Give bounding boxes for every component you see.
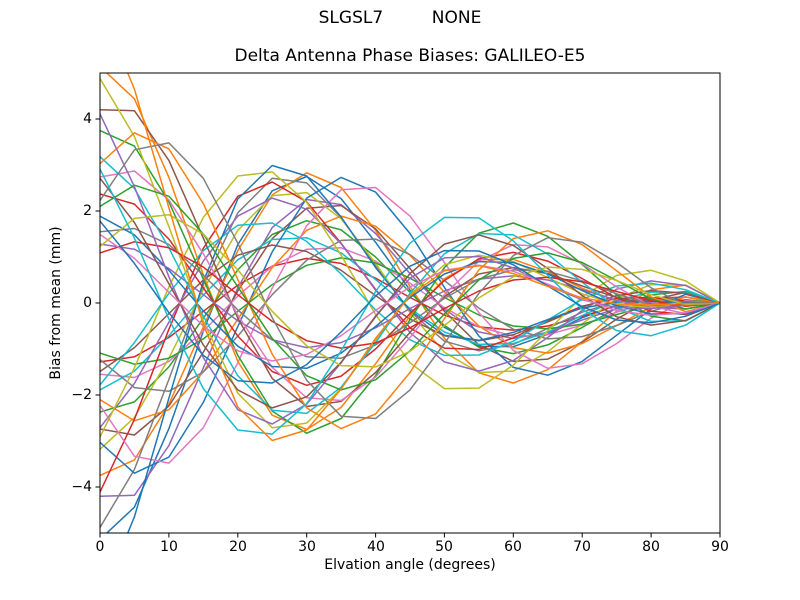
series-lines <box>100 73 720 533</box>
line-42 <box>126 73 720 442</box>
y-tick-marks <box>95 118 100 488</box>
line-06 <box>100 204 720 436</box>
y-tick-label: 2 <box>83 203 92 219</box>
x-tick-label: 20 <box>229 539 247 555</box>
line-01 <box>105 175 720 533</box>
line-38 <box>100 142 720 420</box>
line-35 <box>100 113 720 425</box>
line-26 <box>100 109 720 408</box>
line-39 <box>100 213 720 368</box>
y-tick-label: 0 <box>83 295 92 311</box>
y-tick-label: −4 <box>71 479 92 495</box>
x-tick-label: 10 <box>160 539 178 555</box>
y-tick-label: −2 <box>71 387 92 403</box>
line-32 <box>100 132 720 430</box>
x-tick-label: 70 <box>573 539 591 555</box>
figure-suptitle: SLGSL7 NONE <box>318 8 482 28</box>
x-tick-marks <box>99 533 721 538</box>
line-08 <box>100 177 720 529</box>
line-36 <box>100 177 720 409</box>
line-17 <box>100 186 720 464</box>
line-21 <box>126 164 720 533</box>
x-tick-label: 50 <box>435 539 453 555</box>
axes-title: Delta Antenna Phase Biases: GALILEO-E5 <box>234 46 586 66</box>
line-07 <box>100 247 720 379</box>
x-axis-label: Elvation angle (degrees) <box>324 557 496 573</box>
line-19 <box>100 171 720 438</box>
x-tick-label: 40 <box>367 539 385 555</box>
y-tick-label: 4 <box>83 111 92 127</box>
line-28 <box>100 227 720 359</box>
line-31 <box>100 215 720 370</box>
line-11 <box>100 176 720 474</box>
x-tick-label: 60 <box>504 539 522 555</box>
line-27 <box>100 170 720 402</box>
line-23 <box>100 129 720 434</box>
line-18 <box>100 238 720 393</box>
y-axis-label: Bias from mean (mm) <box>48 226 64 380</box>
line-29 <box>100 77 720 429</box>
line-02 <box>100 172 720 477</box>
line-25 <box>100 243 720 349</box>
line-22 <box>105 73 720 431</box>
line-41 <box>100 220 720 384</box>
x-tick-label: 80 <box>642 539 660 555</box>
x-tick-label: 90 <box>711 539 729 555</box>
x-tick-label: 30 <box>298 539 316 555</box>
line-34 <box>100 241 720 349</box>
x-tick-label: 0 <box>95 539 105 555</box>
line-40 <box>100 168 720 435</box>
